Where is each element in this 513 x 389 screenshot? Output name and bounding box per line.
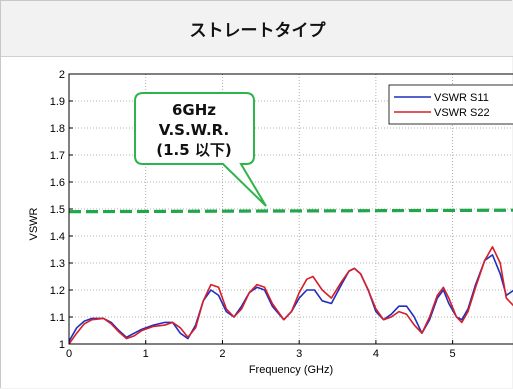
callout-line: 6GHz — [172, 101, 216, 119]
y-tick-label: 1.1 — [50, 312, 65, 324]
callout-line: V.S.W.R. — [159, 121, 229, 139]
y-tick-label: 1.6 — [50, 177, 65, 189]
legend-label: VSWR S11 — [434, 92, 489, 104]
x-tick-label: 1 — [143, 348, 149, 360]
y-tick-label: 1.5 — [50, 204, 65, 216]
callout-shape — [134, 92, 267, 207]
y-tick-label: 1.7 — [50, 150, 65, 162]
y-axis-label: VSWR — [28, 207, 40, 240]
legend-label: VSWR S22 — [434, 107, 490, 119]
y-tick-label: 1.2 — [50, 285, 65, 297]
x-tick-label: 0 — [66, 348, 72, 360]
x-tick-label: 3 — [296, 348, 302, 360]
vswr-chart: 0 1 2 3 4 511.11.21.31.41.51.61.71.81.92 Freq… — [28, 69, 513, 376]
y-tick-label: 2 — [59, 69, 65, 81]
x-tick-label: 2 — [219, 348, 225, 360]
y-tick-label: 1.3 — [50, 258, 65, 270]
plot-frame — [68, 73, 513, 345]
x-tick-label: 5 — [450, 348, 456, 360]
y-tick-label: 1 — [59, 339, 65, 351]
callout-bubble: 6GHz V.S.W.R. (1.5 以下) — [134, 92, 267, 207]
y-tick-label: 1.8 — [50, 123, 65, 135]
legend-box — [388, 84, 513, 125]
x-tick-label: 4 — [373, 348, 379, 360]
series — [68, 246, 513, 345]
y-tick-label: 1.4 — [50, 231, 65, 243]
y-tick-label: 1.9 — [50, 96, 65, 108]
reference-limit-line — [68, 208, 513, 214]
series-line-s22 — [68, 246, 513, 345]
x-axis-label: Frequency (GHz) — [249, 364, 333, 376]
page-title: ストレートタイプ — [1, 1, 513, 57]
callout-line: (1.5 以下) — [156, 141, 232, 159]
reference-line — [68, 208, 513, 214]
series-line-s11 — [68, 254, 513, 342]
legend: VSWR S11 VSWR S22 — [388, 84, 513, 125]
axis-ticks: 0 1 2 3 4 511.11.21.31.41.51.61.71.81.92 — [50, 69, 456, 360]
